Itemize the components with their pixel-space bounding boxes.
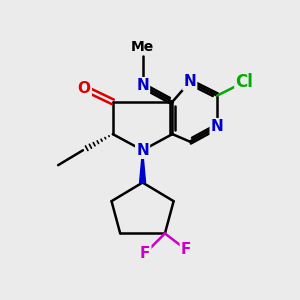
Text: N: N: [136, 78, 149, 93]
Polygon shape: [140, 150, 146, 182]
Text: F: F: [140, 246, 150, 261]
Text: Me: Me: [131, 40, 154, 54]
Text: O: O: [78, 81, 91, 96]
Text: Cl: Cl: [236, 73, 253, 91]
Text: N: N: [183, 74, 196, 89]
Text: F: F: [181, 242, 191, 257]
Text: N: N: [211, 119, 224, 134]
Text: N: N: [136, 143, 149, 158]
